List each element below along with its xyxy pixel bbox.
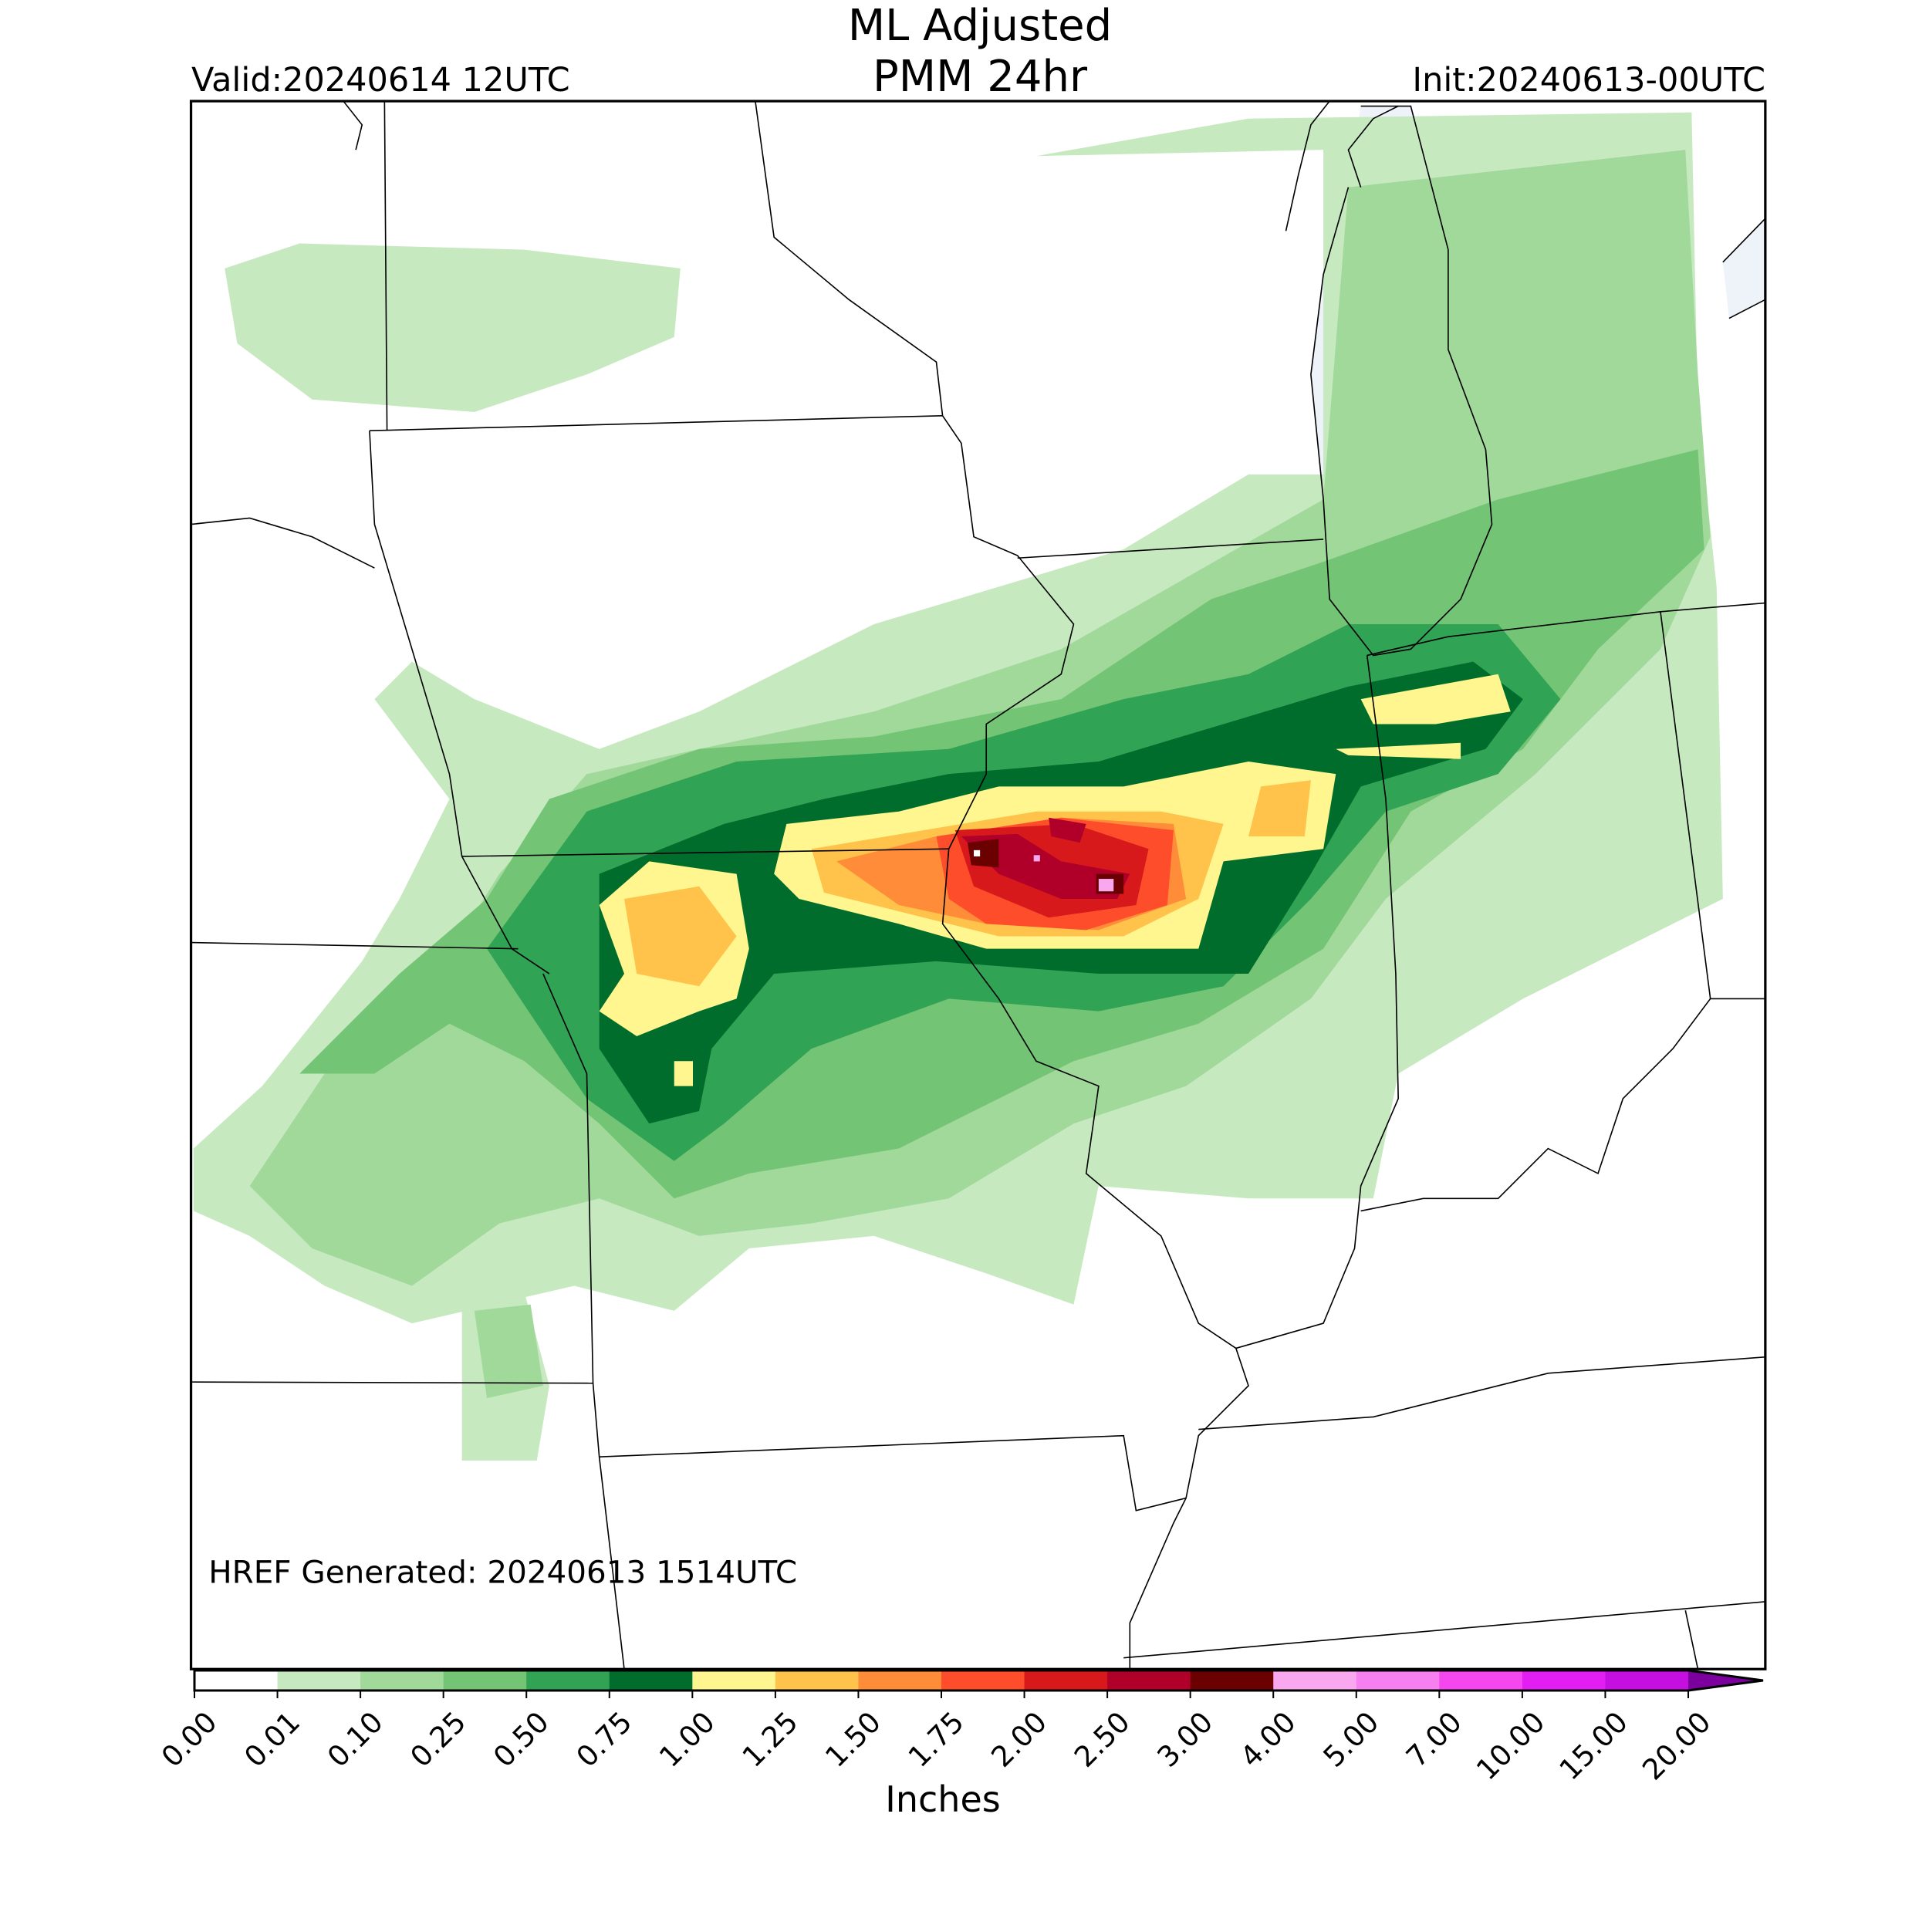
colorbar-segment [692,1670,776,1690]
colorbar-tick-label: 0.01 [238,1705,306,1774]
colorbar-tick-label: 0.25 [404,1705,473,1774]
colorbar-extend [1688,1670,1763,1690]
colorbar-segment [277,1670,361,1690]
generated-note: HREF Generated: 20240613 1514UTC [208,1554,797,1591]
precipitation [193,112,1723,1461]
colorbar-label: Inches [885,1778,1000,1820]
colorbar: 0.00 0.01 0.10 0.25 0.50 0.75 1.00 1.25 1.50 1.75… [155,1669,1764,1787]
colorbar-segment [360,1670,444,1690]
colorbar-tick-label: 1.75 [902,1705,971,1774]
colorbar-segment [858,1670,942,1690]
colorbar-segment [1439,1670,1523,1690]
colorbar-segment [1190,1670,1274,1690]
valid-time: Valid:20240614 12UTC [191,61,570,100]
colorbar-tick-label: 0.10 [321,1705,390,1774]
colorbar-segment [609,1670,693,1690]
colorbar-tick-label: 4.00 [1234,1705,1302,1774]
colorbar-segment [1356,1670,1440,1690]
colorbar-segment [941,1670,1025,1690]
colorbar-tick-label: 2.00 [985,1705,1053,1774]
init-time: Init:20240613-00UTC [1412,61,1765,100]
map: HREF Generated: 20240613 1514UTC [189,100,1767,1670]
colorbar-segment [775,1670,859,1690]
colorbar-segment [1107,1670,1191,1690]
colorbar-segment [443,1670,527,1690]
colorbar-segment [1273,1670,1357,1690]
colorbar-segment [1522,1670,1606,1690]
colorbar-tick-label: 5.00 [1317,1705,1386,1774]
colorbar-tick-label: 0.00 [155,1705,224,1774]
colorbar-segment [1605,1670,1689,1690]
colorbar-outline [193,1669,1764,1692]
colorbar-tick-label: 3.00 [1151,1705,1220,1774]
title-line2: PMM 24hr [873,52,1088,102]
colorbar-tick-label: 20.00 [1636,1705,1717,1786]
colorbar-tick-label: 2.50 [1068,1705,1137,1774]
colorbar-tick-label: 0.50 [487,1705,556,1774]
colorbar-segment [526,1670,610,1690]
colorbar-segment [1024,1670,1108,1690]
colorbar-tick-label: 1.00 [653,1705,721,1774]
colorbar-tick-label: 1.25 [736,1705,805,1774]
colorbar-tick-label: 7.00 [1400,1705,1468,1774]
colorbar-tick-label: 15.00 [1553,1705,1634,1786]
colorbar-tick-label: 10.00 [1470,1705,1551,1786]
colorbar-tick-label: 0.75 [570,1705,639,1774]
colorbar-segment [194,1670,279,1690]
map-frame [189,100,1767,1670]
title-line1: ML Adjusted [848,1,1112,51]
state-borders [191,101,1765,1670]
colorbar-tick-label: 1.50 [819,1705,887,1774]
